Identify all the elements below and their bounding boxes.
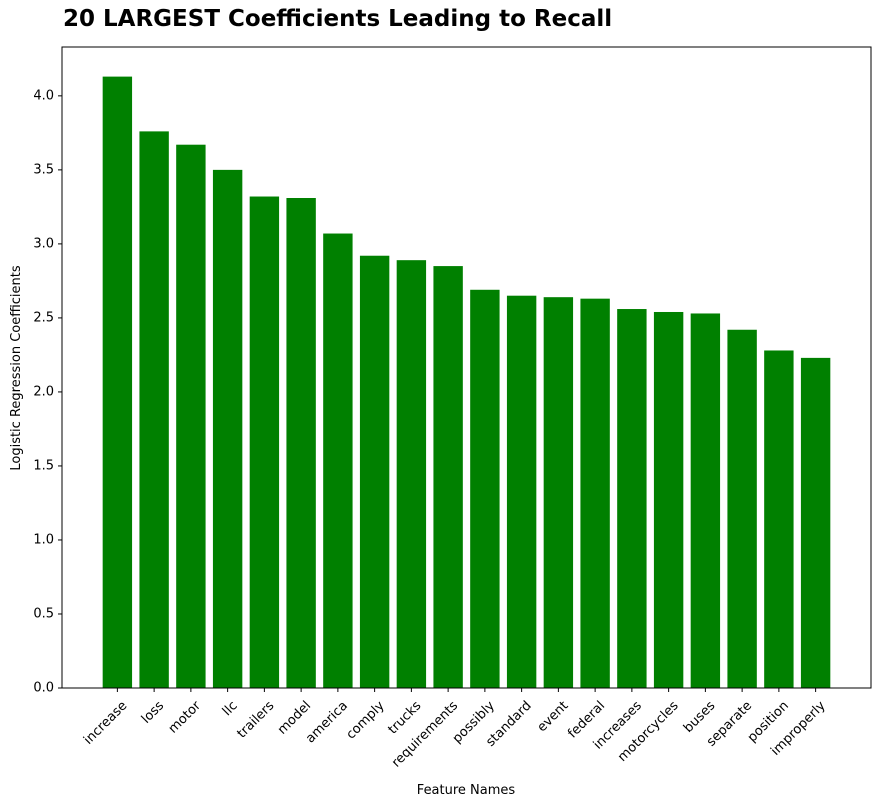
bar-increases [617, 309, 647, 688]
bar-improperly [800, 357, 831, 688]
plot-frame [61, 46, 872, 689]
x-tick-label: comply [344, 698, 388, 742]
bar-model [286, 198, 316, 688]
x-tick-label: trailers [234, 698, 277, 741]
x-tick-label: llc [220, 698, 241, 719]
y-tick-label: 2.0 [33, 384, 54, 399]
bar-trailers [249, 196, 280, 688]
bars-group [102, 76, 831, 689]
y-tick-label: 2.5 [33, 310, 54, 325]
bar-trucks [396, 260, 427, 688]
x-tick-label: motor [166, 698, 205, 737]
y-tick-label: 0.0 [33, 681, 54, 696]
chart-title: 20 LARGEST Coefficients Leading to Recal… [63, 6, 612, 32]
x-tick-label: loss [139, 698, 168, 727]
x-axis-title: Feature Names [417, 783, 516, 798]
bar-buses [690, 313, 721, 688]
bar-motor [176, 144, 206, 688]
x-tick-label: increase [81, 698, 130, 747]
y-tick-label: 1.5 [33, 458, 54, 473]
y-tick-label: 0.5 [33, 606, 54, 621]
bar-requirements [433, 266, 463, 688]
bar-motorcycles [653, 311, 684, 688]
y-tick-label: 4.0 [33, 88, 54, 103]
bar-loss [139, 131, 169, 688]
bar-llc [212, 169, 243, 688]
bar-federal [580, 298, 610, 688]
y-tick-label: 3.5 [33, 162, 54, 177]
bar-standard [506, 295, 537, 688]
y-axis-title: Logistic Regression Coefficients [9, 265, 24, 471]
bar-position [764, 350, 794, 688]
bar-event [543, 297, 574, 688]
bar-comply [359, 255, 390, 689]
bar-increase [102, 76, 133, 689]
y-tick-label: 3.0 [33, 236, 54, 251]
bar-america [323, 233, 353, 688]
bar-separate [727, 329, 757, 688]
y-axis: 0.0 0.5 1.0 1.5 2.0 2.5 3.0 3.5 4.0 [33, 88, 62, 696]
bar-possibly [470, 289, 500, 688]
y-tick-label: 1.0 [33, 532, 54, 547]
